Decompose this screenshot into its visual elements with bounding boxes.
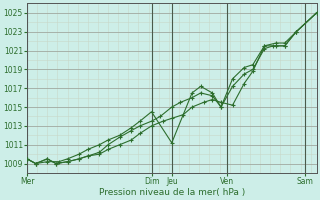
X-axis label: Pression niveau de la mer( hPa ): Pression niveau de la mer( hPa ) <box>99 188 245 197</box>
